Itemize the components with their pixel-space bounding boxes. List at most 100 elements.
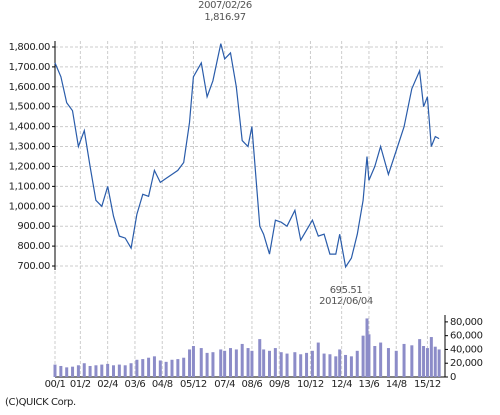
volume-bar — [310, 350, 314, 377]
volume-bar — [425, 348, 429, 377]
volume-bar — [422, 346, 426, 377]
x-tick-label: 15/12 — [414, 379, 441, 390]
volume-bar — [334, 356, 338, 377]
volume-bar — [322, 353, 326, 377]
y-tick-label: 800.00 — [17, 241, 50, 252]
volume-bar — [418, 339, 422, 377]
volume-bar — [112, 365, 115, 377]
volume-bar — [361, 335, 365, 377]
y-tick-label: 1,000.00 — [9, 201, 50, 212]
volume-bar — [437, 349, 441, 377]
volume-bar — [188, 349, 192, 377]
volume-bar — [328, 354, 332, 377]
volume-bar — [106, 363, 110, 377]
x-tick-label: 02/4 — [97, 379, 118, 390]
x-tick-label: 04/8 — [152, 379, 173, 390]
y-tick-label: 1,800.00 — [9, 42, 50, 53]
y-tick-label: 80,000 — [450, 317, 483, 328]
volume-bar — [100, 364, 104, 377]
volume-bar — [316, 342, 320, 377]
y-tick-label: 1,500.00 — [9, 102, 50, 113]
volume-bar — [279, 352, 283, 377]
volume-bar — [234, 349, 238, 377]
volume-bar — [268, 350, 271, 377]
volume-bar — [285, 353, 289, 377]
volume-bar — [76, 365, 80, 377]
volume-bar — [219, 349, 223, 377]
x-tick-label: 13/6 — [359, 379, 380, 390]
volume-bar — [367, 334, 371, 377]
volume-bar — [129, 363, 133, 377]
x-tick-label: 05/12 — [180, 379, 207, 390]
volume-bar — [191, 346, 195, 377]
x-tick-label: 00/1 — [45, 379, 66, 390]
volume-bar — [410, 345, 414, 377]
volume-bar — [258, 339, 262, 377]
volume-bar — [373, 346, 377, 377]
volume-bar — [338, 349, 342, 377]
volume-bar — [402, 343, 406, 377]
x-tick-label: 09/8 — [269, 379, 290, 390]
volume-bar — [299, 354, 303, 377]
annotation: 1,816.97 — [204, 12, 245, 23]
volume-bar — [273, 348, 277, 377]
x-tick-label: 07/4 — [214, 379, 235, 390]
volume-bar — [365, 318, 369, 377]
volume-bar — [349, 356, 353, 377]
volume-bar — [117, 364, 121, 377]
annotation: 695.51 — [330, 285, 363, 296]
y-tick-label: 1,300.00 — [9, 142, 50, 153]
volume-bar — [59, 365, 63, 377]
volume-bar — [429, 337, 433, 377]
y-tick-label: 20,000 — [450, 358, 483, 369]
y-tick-label: 40,000 — [450, 344, 483, 355]
y-tick-label: 1,100.00 — [9, 181, 50, 192]
y-tick-label: 900.00 — [17, 221, 50, 232]
volume-bar — [53, 364, 57, 377]
volume-bar — [211, 352, 215, 377]
volume-bar — [176, 359, 180, 377]
volume-bar — [250, 350, 254, 377]
volume-bar — [94, 365, 98, 377]
annotation: 2007/02/26 — [198, 0, 252, 11]
volume-bar — [240, 343, 244, 377]
volume-bar — [379, 342, 383, 377]
volume-bar — [158, 360, 162, 377]
volume-bar — [182, 357, 186, 377]
y-tick-label: 0 — [450, 372, 456, 383]
x-tick-label: 12/4 — [331, 379, 352, 390]
y-tick-label: 1,200.00 — [9, 161, 50, 172]
price-line — [54, 43, 440, 269]
y-tick-label: 1,400.00 — [9, 122, 50, 133]
volume-bar — [199, 348, 203, 377]
x-tick-label: 14/8 — [386, 379, 407, 390]
volume-bar — [135, 359, 139, 377]
volume-bar — [82, 363, 86, 377]
x-tick-label: 08/6 — [242, 379, 263, 390]
volume-bar — [223, 350, 227, 377]
volume-bar — [205, 352, 209, 377]
volume-bar — [147, 357, 151, 377]
volume-bar — [123, 365, 127, 377]
volume-bar — [355, 350, 359, 377]
y-tick-label: 1,600.00 — [9, 82, 50, 93]
volume-bar — [344, 354, 348, 377]
x-tick-label: 03/6 — [125, 379, 146, 390]
volume-bar — [170, 359, 174, 377]
y-tick-label: 60,000 — [450, 331, 483, 342]
y-tick-label: 700.00 — [17, 261, 50, 272]
x-tick-label: 01/2 — [70, 379, 91, 390]
volume-bar — [152, 356, 156, 377]
volume-bar — [386, 348, 390, 377]
footer: (C)QUICK Corp. — [5, 397, 76, 408]
volume-bar — [88, 365, 92, 377]
volume-bar — [262, 349, 266, 377]
annotation: 2012/06/04 — [319, 296, 373, 307]
volume-bar — [65, 367, 69, 377]
volume-bar — [164, 361, 168, 377]
volume-bar — [229, 348, 232, 377]
volume-bar — [433, 346, 437, 377]
volume-bar — [141, 359, 145, 377]
volume-bar — [305, 352, 309, 377]
